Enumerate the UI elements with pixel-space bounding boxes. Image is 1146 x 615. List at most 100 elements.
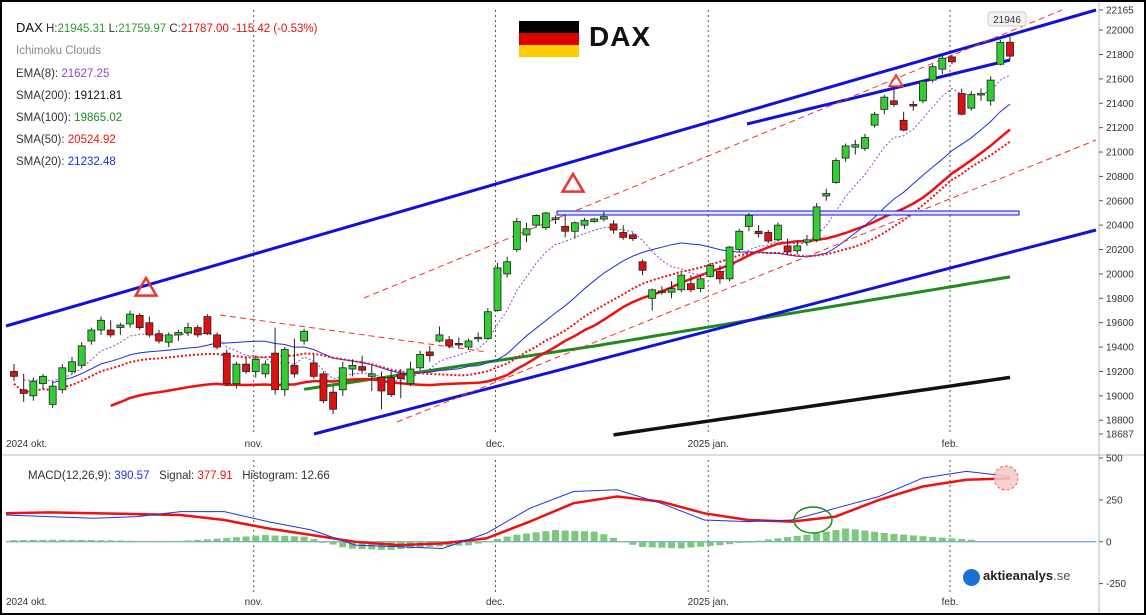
y-tick-label: 20800 [1106,172,1134,183]
candle-down [193,327,202,336]
legend-indicator: Ichimoku Clouds [16,45,102,57]
candle-up [832,160,840,183]
macd-y-tick-label: 0 [1106,537,1112,548]
histogram-bar [29,539,37,542]
flag-stripe-black [519,21,579,33]
candle-down [222,352,231,385]
candle-up [870,113,879,126]
x-tick-label: feb. [942,439,959,450]
y-tick-label: 21000 [1106,148,1134,159]
histogram-bar [938,537,946,542]
histogram-bar [107,540,115,542]
candle-up [68,361,76,372]
candle-down [106,329,115,336]
signal-line [5,477,1011,547]
candle-up [406,368,415,385]
macd-label: MACD(12,26,9): [28,470,112,482]
histogram-bar [561,530,569,542]
flag-stripe-gold [519,45,579,57]
histogram-bar [687,541,695,548]
y-tick-label: 19600 [1106,318,1134,329]
histogram-bar [919,536,927,542]
candle-up [522,228,531,236]
candle-down [686,283,695,291]
candle-down [619,232,628,238]
candle-down [561,225,570,232]
macd-x-tick-label: dec. [486,597,505,608]
histogram-bar [523,533,531,542]
candle-down [716,271,724,280]
sma20-line [52,103,1011,384]
legend-l-label: L: [108,23,119,35]
upper-trendline [5,8,1097,328]
histogram-bar [126,540,134,542]
histogram-bar [464,541,472,546]
macd-y-tick-label: 250 [1106,495,1123,506]
y-tick-label: 22000 [1106,26,1134,37]
histogram-bar [281,535,289,542]
triangle-marker [887,73,905,88]
histogram-bar [639,541,647,547]
candle-up [348,364,357,370]
candle-up [648,289,657,299]
short-trendline [746,58,1011,126]
macd-x-tick-label: 2025 jan. [688,597,729,608]
candle-down [213,334,221,348]
macd-x-tick-label: 2024 okt. [6,597,47,608]
triangle-marker [560,171,586,193]
histogram-bar [300,536,308,542]
histogram-bar [87,540,95,542]
candle-up [503,261,512,275]
histogram-bar [348,541,356,549]
candle-down [1006,41,1014,57]
candle-down [135,314,144,328]
histogram-bar [155,540,163,542]
histogram-bar [813,533,821,542]
legend-sma50: SMA(50): 20524.92 [16,134,116,146]
histogram-bar [78,539,86,542]
histogram-bar [542,531,550,542]
macd-x-tick-label: feb. [942,597,959,608]
legend-h-value: 21945.31 [57,23,106,35]
histogram-bar [610,537,618,542]
flag-stripe-red [519,33,579,45]
candle-down [909,104,918,107]
candle-up [774,224,782,241]
candle-down [358,366,367,371]
candle-up [677,274,686,291]
brand-name: aktieanalys [983,568,1054,583]
histogram-bar [10,540,18,542]
candle-up [822,193,831,197]
histogram-bar [290,536,298,542]
legend-symbol: DAX [16,20,43,35]
candle-up [928,66,937,81]
histogram-bar [20,539,28,542]
histogram-bar [716,541,724,546]
candle-up [29,380,38,397]
candle-up [541,212,550,229]
candle-up [880,96,889,110]
macd-line [5,470,1011,550]
candle-up [367,373,376,377]
histogram-bar [967,539,975,542]
candle-up [464,340,473,348]
histogram-bar [890,533,898,542]
candle-up [735,230,744,250]
candle-up [745,215,753,227]
brand-suffix: .se [1053,568,1071,583]
y-tick-label: 19000 [1106,391,1134,402]
candle-up [706,264,715,277]
y-tick-label: 18800 [1106,416,1134,427]
candle-up [512,221,521,250]
candle-down [155,333,163,342]
histogram-bar [484,541,492,543]
histogram-bar [184,540,192,542]
histogram-bar [194,539,202,542]
candle-up [174,332,183,336]
price-badge: 21946 [993,15,1021,26]
candle-up [590,218,599,222]
histogram-bar [774,538,782,542]
candle-up [841,145,850,159]
candle-up [300,330,308,342]
